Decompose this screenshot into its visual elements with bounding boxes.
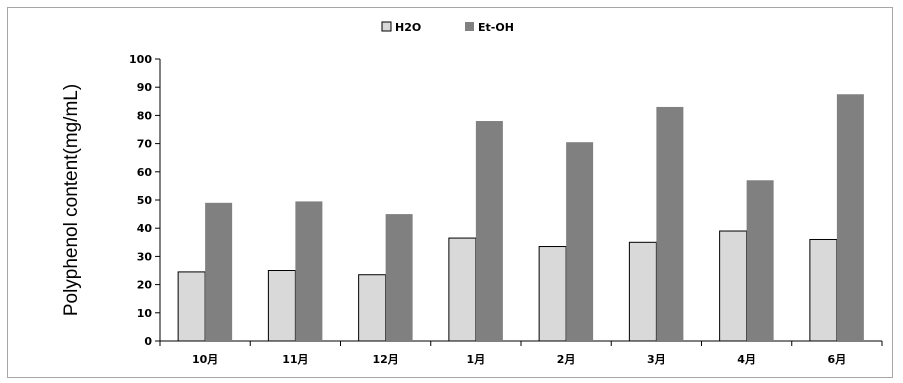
y-tick-label: 10 <box>137 307 153 320</box>
bar-etoh <box>656 106 684 341</box>
bar-etoh <box>566 142 594 341</box>
bars <box>177 94 864 342</box>
y-tick-label: 80 <box>137 109 153 122</box>
y-tick-label: 40 <box>137 222 153 235</box>
legend-swatch-h2o <box>381 21 392 32</box>
y-tick-label: 60 <box>137 166 153 179</box>
y-axis: 0 10 20 30 40 50 60 70 80 90 100 <box>129 53 161 348</box>
legend-label-h2o: H2O <box>395 21 421 34</box>
bar-etoh <box>746 180 774 341</box>
bar-h2o <box>809 238 838 342</box>
bar-h2o <box>448 237 477 342</box>
x-tick-label: 10月 <box>192 353 218 366</box>
bar-etoh <box>385 214 413 341</box>
y-tick-label: 50 <box>137 194 153 207</box>
bar-h2o <box>719 230 748 342</box>
legend-label-etoh: Et-OH <box>478 21 514 34</box>
bar-etoh <box>836 94 864 341</box>
bar-h2o <box>538 246 567 342</box>
bar-etoh <box>205 202 233 341</box>
bar-h2o <box>177 271 206 342</box>
bar-h2o <box>358 274 387 342</box>
legend-swatch-etoh <box>465 22 474 31</box>
x-tick-label: 1月 <box>467 353 486 366</box>
x-tick-label: 11月 <box>282 353 308 366</box>
x-axis: 10月 11月 12月 1月 2月 3月 4月 6月 <box>159 340 883 366</box>
x-tick-label: 4月 <box>737 353 756 366</box>
legend: H2O Et-OH <box>381 21 514 34</box>
x-tick-label: 3月 <box>647 353 666 366</box>
x-tick-label: 12月 <box>372 353 398 366</box>
bar-h2o <box>628 241 657 342</box>
y-tick-label: 0 <box>144 335 152 348</box>
y-tick-label: 100 <box>129 53 152 66</box>
y-tick-label: 30 <box>137 250 153 263</box>
y-axis-label: Polyphenol content(mg/mL) <box>61 84 82 316</box>
y-tick-label: 90 <box>137 81 153 94</box>
bar-h2o <box>267 270 296 342</box>
bar-etoh <box>475 121 503 341</box>
x-tick-label: 6月 <box>828 353 847 366</box>
y-tick-label: 20 <box>137 279 153 292</box>
y-tick-label: 70 <box>137 138 153 151</box>
bar-etoh <box>295 201 323 341</box>
x-tick-label: 2月 <box>557 353 576 366</box>
